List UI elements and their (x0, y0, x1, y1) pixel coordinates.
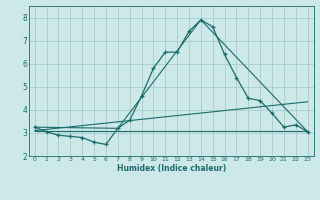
X-axis label: Humidex (Indice chaleur): Humidex (Indice chaleur) (116, 164, 226, 173)
